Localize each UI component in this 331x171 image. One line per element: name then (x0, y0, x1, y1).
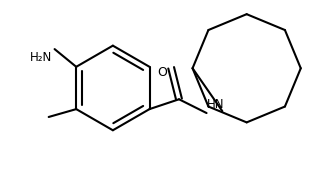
Text: O: O (157, 66, 167, 79)
Text: H₂N: H₂N (30, 51, 53, 64)
Text: HN: HN (207, 98, 224, 111)
